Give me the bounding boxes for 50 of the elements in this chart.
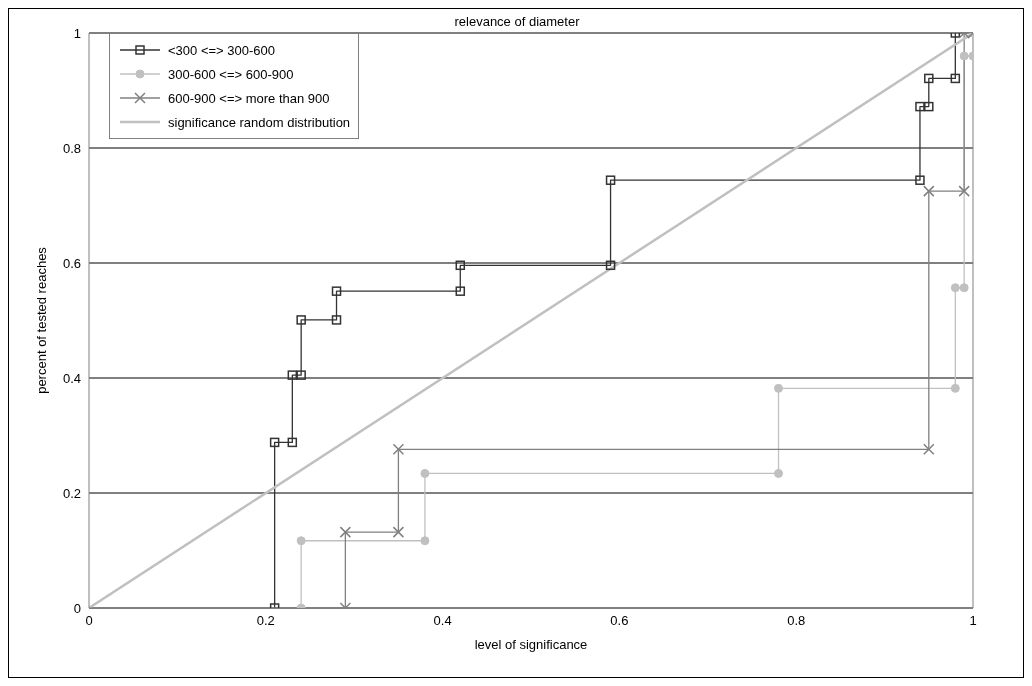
point	[296, 315, 306, 325]
point	[287, 370, 298, 380]
point	[455, 286, 466, 296]
legend-label: 600-900 <=> more than 900	[168, 90, 330, 106]
point	[924, 101, 934, 112]
y-tick-label: 0	[73, 600, 81, 616]
point	[269, 437, 280, 448]
point	[924, 73, 934, 84]
y-tick-label: 0.2	[62, 485, 81, 501]
point	[950, 383, 960, 393]
point	[392, 526, 405, 538]
point	[923, 443, 935, 456]
point	[959, 283, 969, 293]
point	[915, 101, 925, 112]
y-tick-label: 0.8	[62, 140, 81, 156]
point	[958, 185, 970, 197]
legend-label: 300-600 <=> 600-900	[168, 66, 294, 82]
x-tick-label: 0.2	[256, 613, 275, 629]
point	[339, 526, 352, 538]
x-tick-label: 0	[85, 613, 93, 629]
point	[959, 51, 969, 61]
point	[331, 286, 342, 296]
x-axis-title: level of significance	[474, 637, 588, 652]
point	[923, 185, 935, 197]
x-tick-label: 1	[969, 613, 977, 629]
point	[420, 468, 430, 478]
y-tick-label: 0.6	[62, 255, 81, 271]
x-tick-label: 0.4	[433, 613, 452, 629]
point	[950, 73, 961, 84]
x-tick-label: 0.8	[787, 613, 806, 629]
point	[950, 283, 960, 293]
legend-label: significance random distribution	[168, 114, 351, 130]
chart-title: relevance of diameter	[454, 14, 580, 29]
point	[392, 443, 405, 456]
x-tick-label: 0.6	[610, 613, 629, 629]
legend-label: <300 <=> 300-600	[168, 42, 275, 58]
point	[605, 175, 616, 185]
point	[915, 175, 925, 185]
y-tick-label: 0.4	[62, 370, 81, 386]
point	[287, 437, 298, 448]
y-tick-label: 1	[73, 25, 81, 41]
point	[331, 315, 342, 325]
point	[774, 468, 784, 478]
point	[605, 260, 616, 271]
point	[296, 536, 306, 546]
y-axis-title: percent of tested reaches	[33, 246, 49, 394]
point	[774, 383, 784, 393]
point	[455, 260, 466, 271]
point	[420, 536, 430, 546]
point	[296, 370, 306, 380]
